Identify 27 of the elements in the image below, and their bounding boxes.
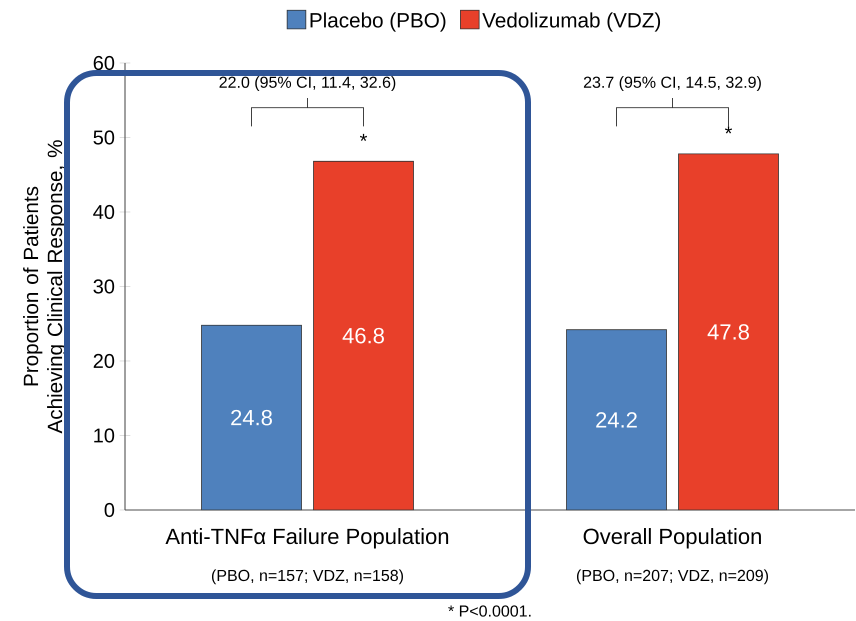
x-tick-label: Anti-TNFα Failure Population <box>165 528 448 548</box>
data-label: 24.2 <box>596 412 637 428</box>
text: (PBO, n=157; VDZ, n=158) <box>212 569 403 584</box>
annotation: 22.0 (95% CI, 11.4, 32.6) <box>220 76 396 91</box>
x-tick-label: Overall Population <box>584 528 761 548</box>
text: (PBO, n=207; VDZ, n=209) <box>576 569 768 584</box>
annotation: 23.7 (95% CI, 14.5, 32.9) <box>584 76 761 91</box>
bar <box>566 329 667 510</box>
bar <box>678 153 779 510</box>
y-tick-label: 0 <box>104 502 114 517</box>
y-tick-label: 20 <box>94 354 114 368</box>
data-label: 47.8 <box>708 324 749 340</box>
y-tick-label: 10 <box>94 428 114 443</box>
legend-label: Vedolizumab (VDZ) <box>482 12 660 32</box>
y-tick-label: 50 <box>94 130 114 145</box>
annotation: * <box>360 134 368 141</box>
y-tick-label: 40 <box>93 204 114 220</box>
y-tick-label: 30 <box>93 279 114 294</box>
bar <box>313 160 414 510</box>
bar <box>201 324 302 510</box>
legend-label: Placebo (PBO) <box>310 12 446 32</box>
annotation: * <box>724 126 732 134</box>
y-tick-label: 60 <box>94 56 114 70</box>
text: * P<0.0001. <box>448 605 531 617</box>
data-label: 46.8 <box>342 328 384 344</box>
y-axis-title: Proportion of Patients Achieving Clinical Response, % <box>23 140 66 434</box>
data-label: 24.8 <box>231 410 272 426</box>
